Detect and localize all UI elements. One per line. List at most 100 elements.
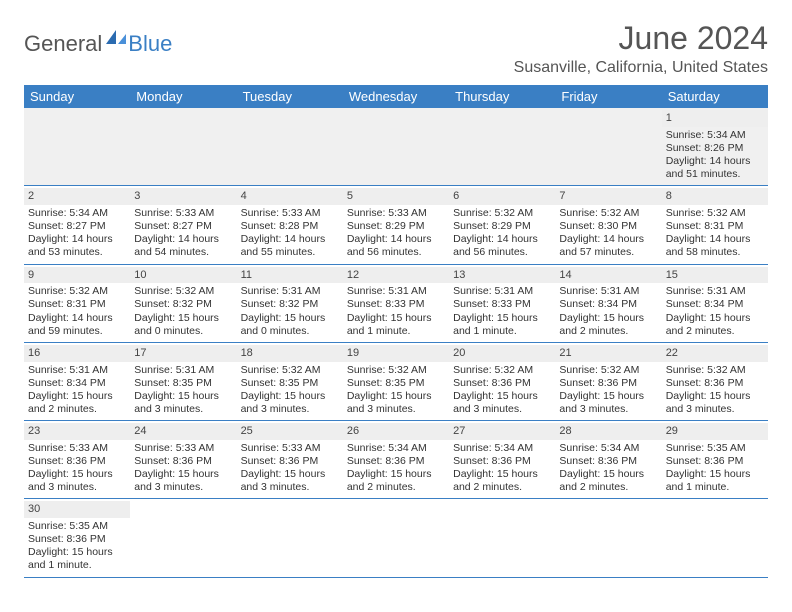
day-detail-text: Sunrise: 5:32 AMSunset: 8:29 PMDaylight:… — [453, 207, 551, 260]
day-number: 6 — [449, 188, 555, 205]
day-of-week-header: Sunday Monday Tuesday Wednesday Thursday… — [24, 85, 768, 108]
day-detail-text: Sunrise: 5:31 AMSunset: 8:34 PMDaylight:… — [559, 285, 657, 338]
day-number: 23 — [24, 423, 130, 440]
calendar-cell: 13Sunrise: 5:31 AMSunset: 8:33 PMDayligh… — [449, 265, 555, 342]
header: General Blue June 2024 Susanville, Calif… — [24, 20, 768, 77]
calendar-cell: 21Sunrise: 5:32 AMSunset: 8:36 PMDayligh… — [555, 343, 661, 420]
location-text: Susanville, California, United States — [514, 59, 768, 77]
day-number: 14 — [555, 267, 661, 284]
day-detail-text: Sunrise: 5:33 AMSunset: 8:28 PMDaylight:… — [241, 207, 339, 260]
calendar-cell: 16 Sunrise: 5:31 AMSunset: 8:34 PMDayligh… — [24, 343, 130, 420]
day-detail-text: Sunrise: 5:33 AMSunset: 8:36 PMDaylight:… — [134, 442, 232, 495]
calendar: Sunday Monday Tuesday Wednesday Thursday… — [24, 85, 768, 578]
calendar-cell: 30Sunrise: 5:35 AMSunset: 8:36 PMDayligh… — [24, 499, 130, 576]
day-detail-text: Sunrise: 5:34 AMSunset: 8:36 PMDaylight:… — [559, 442, 657, 495]
calendar-cell: 22 Sunrise: 5:32 AMSunset: 8:36 PMDayligh… — [662, 343, 768, 420]
calendar-cell: 27Sunrise: 5:34 AMSunset: 8:36 PMDayligh… — [449, 421, 555, 498]
calendar-cell: 23 Sunrise: 5:33 AMSunset: 8:36 PMDayligh… — [24, 421, 130, 498]
dow-monday: Monday — [130, 85, 236, 108]
dow-thursday: Thursday — [449, 85, 555, 108]
day-detail-text: Sunrise: 5:34 AMSunset: 8:26 PMDaylight:… — [666, 129, 764, 182]
day-number: 20 — [449, 345, 555, 362]
day-detail-text: Sunrise: 5:32 AMSunset: 8:36 PMDaylight:… — [453, 364, 551, 417]
day-detail-text: Sunrise: 5:31 AMSunset: 8:32 PMDaylight:… — [241, 285, 339, 338]
calendar-cell: 19 Sunrise: 5:32 AMSunset: 8:35 PMDayligh… — [343, 343, 449, 420]
calendar-week: 23Sunrise: 5:33 AMSunset: 8:36 PMDayligh… — [24, 421, 768, 499]
calendar-cell: 20 Sunrise: 5:32 AMSunset: 8:36 PMDayligh… — [449, 343, 555, 420]
title-block: June 2024 Susanville, California, United… — [514, 20, 768, 77]
day-detail-text: Sunrise: 5:32 AMSunset: 8:32 PMDaylight:… — [134, 285, 232, 338]
day-detail-text: Sunrise: 5:31 AMSunset: 8:33 PMDaylight:… — [453, 285, 551, 338]
day-detail-text: Sunrise: 5:33 AMSunset: 8:36 PMDaylight:… — [241, 442, 339, 495]
calendar-cell: 18Sunrise: 5:32 AMSunset: 8:35 PMDayligh… — [237, 343, 343, 420]
day-number: 5 — [343, 188, 449, 205]
day-number: 29 — [662, 423, 768, 440]
calendar-cell: 5Sunrise: 5:33 AMSunset: 8:29 PMDaylight… — [343, 186, 449, 263]
day-detail-text: Sunrise: 5:32 AMSunset: 8:35 PMDaylight:… — [241, 364, 339, 417]
day-detail-text: Sunrise: 5:32 AMSunset: 8:31 PMDaylight:… — [666, 207, 764, 260]
calendar-cell: 17Sunrise: 5:31 AMSunset: 8:35 PMDayligh… — [130, 343, 236, 420]
weeks-container: 1 Sunrise: 5:34 AMSunset: 8:26 PMDaylight… — [24, 108, 768, 578]
day-detail-text: Sunrise: 5:34 AMSunset: 8:27 PMDaylight:… — [28, 207, 126, 260]
dow-sunday: Sunday — [24, 85, 130, 108]
day-number: 1 — [662, 110, 768, 127]
calendar-cell: 7 Sunrise: 5:32 AMSunset: 8:30 PMDaylight… — [555, 186, 661, 263]
day-number: 15 — [662, 267, 768, 284]
day-number: 25 — [237, 423, 343, 440]
day-number: 21 — [555, 345, 661, 362]
page-title: June 2024 — [514, 20, 768, 57]
calendar-cell: 2 Sunrise: 5:34 AMSunset: 8:27 PMDaylight… — [24, 186, 130, 263]
day-number: 11 — [237, 267, 343, 284]
calendar-cell — [343, 108, 449, 185]
calendar-cell: 15Sunrise: 5:31 AMSunset: 8:34 PMDayligh… — [662, 265, 768, 342]
day-detail-text: Sunrise: 5:35 AMSunset: 8:36 PMDaylight:… — [666, 442, 764, 495]
day-number: 22 — [662, 345, 768, 362]
logo-text-blue: Blue — [128, 31, 172, 57]
dow-tuesday: Tuesday — [237, 85, 343, 108]
calendar-cell: 6 Sunrise: 5:32 AMSunset: 8:29 PMDaylight… — [449, 186, 555, 263]
dow-saturday: Saturday — [662, 85, 768, 108]
day-detail-text: Sunrise: 5:33 AMSunset: 8:27 PMDaylight:… — [134, 207, 232, 260]
dow-wednesday: Wednesday — [343, 85, 449, 108]
day-detail-text: Sunrise: 5:32 AMSunset: 8:35 PMDaylight:… — [347, 364, 445, 417]
day-detail-text: Sunrise: 5:32 AMSunset: 8:36 PMDaylight:… — [666, 364, 764, 417]
logo: General Blue — [24, 28, 172, 59]
calendar-cell: 3Sunrise: 5:33 AMSunset: 8:27 PMDaylight… — [130, 186, 236, 263]
day-detail-text: Sunrise: 5:31 AMSunset: 8:34 PMDaylight:… — [28, 364, 126, 417]
calendar-week: 9Sunrise: 5:32 AMSunset: 8:31 PMDaylight… — [24, 265, 768, 343]
day-number: 19 — [343, 345, 449, 362]
day-number: 9 — [24, 267, 130, 284]
calendar-cell: 25 Sunrise: 5:33 AMSunset: 8:36 PMDayligh… — [237, 421, 343, 498]
calendar-cell: 12Sunrise: 5:31 AMSunset: 8:33 PMDayligh… — [343, 265, 449, 342]
calendar-cell: 28 Sunrise: 5:34 AMSunset: 8:36 PMDayligh… — [555, 421, 661, 498]
day-detail-text: Sunrise: 5:33 AMSunset: 8:36 PMDaylight:… — [28, 442, 126, 495]
calendar-cell — [130, 499, 236, 576]
calendar-cell — [130, 108, 236, 185]
calendar-cell: 1 Sunrise: 5:34 AMSunset: 8:26 PMDaylight… — [662, 108, 768, 185]
calendar-week: 1 Sunrise: 5:34 AMSunset: 8:26 PMDaylight… — [24, 108, 768, 186]
calendar-cell — [237, 108, 343, 185]
calendar-cell: 26Sunrise: 5:34 AMSunset: 8:36 PMDayligh… — [343, 421, 449, 498]
day-number: 8 — [662, 188, 768, 205]
calendar-cell — [237, 499, 343, 576]
calendar-week: 30Sunrise: 5:35 AMSunset: 8:36 PMDayligh… — [24, 499, 768, 577]
day-number: 12 — [343, 267, 449, 284]
day-number: 30 — [24, 501, 130, 518]
calendar-cell — [449, 499, 555, 576]
sail-icon — [104, 28, 128, 51]
calendar-cell: 8 Sunrise: 5:32 AMSunset: 8:31 PMDaylight… — [662, 186, 768, 263]
calendar-week: 16 Sunrise: 5:31 AMSunset: 8:34 PMDayligh… — [24, 343, 768, 421]
calendar-cell: 29 Sunrise: 5:35 AMSunset: 8:36 PMDayligh… — [662, 421, 768, 498]
calendar-week: 2 Sunrise: 5:34 AMSunset: 8:27 PMDaylight… — [24, 186, 768, 264]
day-detail-text: Sunrise: 5:31 AMSunset: 8:34 PMDaylight:… — [666, 285, 764, 338]
day-detail-text: Sunrise: 5:34 AMSunset: 8:36 PMDaylight:… — [453, 442, 551, 495]
calendar-cell — [662, 499, 768, 576]
day-number: 28 — [555, 423, 661, 440]
day-detail-text: Sunrise: 5:32 AMSunset: 8:30 PMDaylight:… — [559, 207, 657, 260]
day-detail-text: Sunrise: 5:34 AMSunset: 8:36 PMDaylight:… — [347, 442, 445, 495]
calendar-cell — [343, 499, 449, 576]
day-number: 2 — [24, 188, 130, 205]
day-number: 16 — [24, 345, 130, 362]
day-number: 7 — [555, 188, 661, 205]
calendar-cell: 9Sunrise: 5:32 AMSunset: 8:31 PMDaylight… — [24, 265, 130, 342]
